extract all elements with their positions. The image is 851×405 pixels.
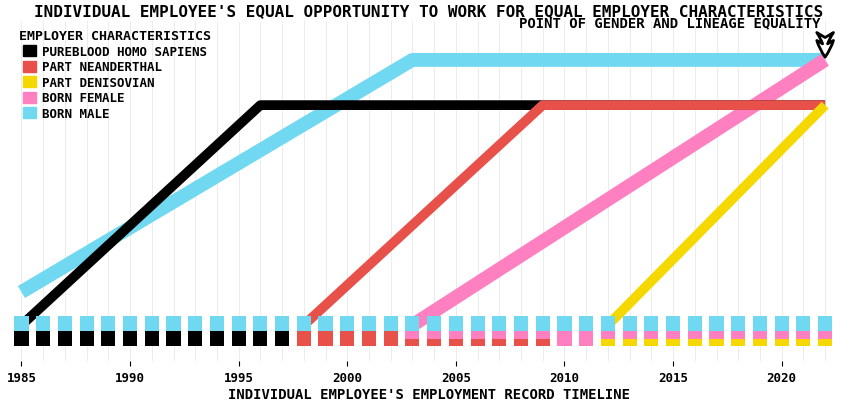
Bar [318, 331, 333, 346]
Bar [818, 316, 832, 331]
Bar [275, 331, 289, 346]
Bar [448, 339, 463, 346]
Bar [340, 316, 354, 331]
Bar [14, 316, 29, 331]
Bar [492, 331, 506, 339]
Bar [623, 331, 637, 339]
Bar [36, 316, 50, 331]
Bar [774, 331, 789, 339]
Bar [601, 316, 615, 331]
Bar [644, 339, 659, 346]
Bar [448, 316, 463, 331]
Bar [557, 331, 572, 346]
Bar [753, 316, 767, 331]
Bar [492, 316, 506, 331]
Bar [666, 331, 680, 339]
Bar [101, 331, 116, 346]
Bar [101, 316, 116, 331]
Bar [580, 316, 593, 331]
Bar [275, 316, 289, 331]
Bar [254, 316, 267, 331]
Bar [471, 316, 485, 331]
Bar [427, 331, 441, 339]
Bar [167, 331, 180, 346]
Bar [818, 331, 832, 339]
Bar [601, 339, 615, 346]
Bar [797, 316, 810, 331]
Bar [79, 331, 94, 346]
Bar [688, 339, 702, 346]
Bar [731, 339, 745, 346]
Bar [297, 331, 311, 346]
Bar [623, 316, 637, 331]
Bar [492, 339, 506, 346]
Bar [580, 331, 593, 346]
Bar [688, 331, 702, 339]
Bar [167, 316, 180, 331]
Bar [231, 316, 246, 331]
Bar [535, 316, 550, 331]
Bar [557, 316, 572, 331]
Bar [753, 339, 767, 346]
Bar [210, 316, 224, 331]
Bar [254, 331, 267, 346]
Bar [14, 331, 29, 346]
Bar [297, 316, 311, 331]
Text: POINT OF GENDER AND LINEAGE EQUALITY: POINT OF GENDER AND LINEAGE EQUALITY [519, 16, 820, 30]
Bar [514, 331, 528, 339]
Bar [79, 316, 94, 331]
Title: INDIVIDUAL EMPLOYEE'S EQUAL OPPORTUNITY TO WORK FOR EQUAL EMPLOYER CHARACTERISTI: INDIVIDUAL EMPLOYEE'S EQUAL OPPORTUNITY … [34, 4, 823, 19]
Bar [318, 316, 333, 331]
Bar [471, 331, 485, 339]
Bar [623, 339, 637, 346]
Bar [427, 339, 441, 346]
Bar [471, 339, 485, 346]
Bar [362, 331, 376, 346]
Bar [427, 316, 441, 331]
Bar [145, 316, 159, 331]
Bar [384, 316, 397, 331]
Bar [448, 331, 463, 339]
Bar [774, 316, 789, 331]
Bar [688, 316, 702, 331]
Bar [123, 316, 137, 331]
Bar [405, 331, 420, 339]
Bar [188, 316, 203, 331]
Bar [731, 316, 745, 331]
Bar [340, 331, 354, 346]
Bar [666, 316, 680, 331]
Bar [797, 339, 810, 346]
Legend: PUREBLOOD HOMO SAPIENS, PART NEANDERTHAL, PART DENISOVIAN, BORN FEMALE, BORN MAL: PUREBLOOD HOMO SAPIENS, PART NEANDERTHAL… [17, 28, 214, 123]
Bar [514, 316, 528, 331]
Bar [710, 339, 723, 346]
Bar [405, 339, 420, 346]
Bar [123, 331, 137, 346]
Bar [514, 339, 528, 346]
Bar [797, 331, 810, 339]
Bar [731, 331, 745, 339]
Bar [384, 331, 397, 346]
Bar [535, 339, 550, 346]
Bar [362, 316, 376, 331]
Bar [36, 331, 50, 346]
Bar [753, 331, 767, 339]
Bar [666, 339, 680, 346]
Bar [818, 339, 832, 346]
Bar [601, 331, 615, 339]
Bar [710, 316, 723, 331]
Bar [231, 331, 246, 346]
Bar [58, 316, 72, 331]
Bar [710, 331, 723, 339]
Bar [644, 331, 659, 339]
Bar [405, 316, 420, 331]
Bar [145, 331, 159, 346]
Bar [535, 331, 550, 339]
Bar [210, 331, 224, 346]
Bar [774, 339, 789, 346]
X-axis label: INDIVIDUAL EMPLOYEE'S EMPLOYMENT RECORD TIMELINE: INDIVIDUAL EMPLOYEE'S EMPLOYMENT RECORD … [228, 387, 630, 401]
Bar [58, 331, 72, 346]
Bar [188, 331, 203, 346]
Bar [644, 316, 659, 331]
